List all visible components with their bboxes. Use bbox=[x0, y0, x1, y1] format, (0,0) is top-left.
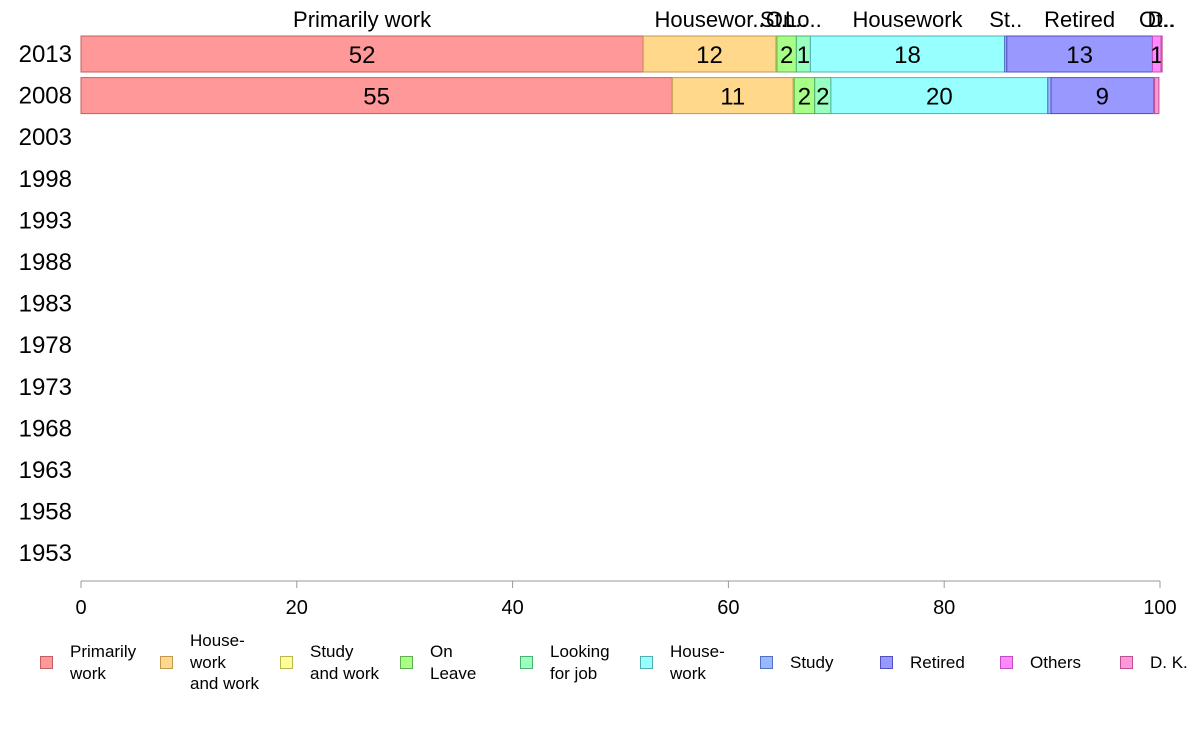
bar-2013-seg-0 bbox=[80, 35, 644, 73]
data-label-2013-5: 18 bbox=[894, 42, 921, 69]
legend-swatch bbox=[1000, 656, 1013, 669]
legend-swatch bbox=[760, 656, 773, 669]
top-label-2: St.. bbox=[760, 7, 793, 32]
top-label-9: D.. bbox=[1148, 7, 1176, 32]
category-label-1998: 1998 bbox=[19, 166, 72, 193]
legend-swatch bbox=[520, 656, 533, 669]
legend-swatch bbox=[880, 656, 893, 669]
x-tick-label-100: 100 bbox=[1143, 597, 1176, 619]
data-label-2013-3: 2 bbox=[780, 42, 793, 69]
bar-2013-seg-7 bbox=[1006, 35, 1153, 73]
data-label-2013-4: 1 bbox=[797, 42, 810, 69]
legend-item: Others bbox=[1000, 630, 1081, 674]
legend-swatch bbox=[1120, 656, 1133, 669]
top-label-0: Primarily work bbox=[293, 7, 432, 32]
legend-label: House- work and work bbox=[190, 631, 259, 693]
category-label-1958: 1958 bbox=[19, 499, 72, 526]
bar-2013-seg-1 bbox=[642, 35, 777, 73]
legend-item: Primarily work bbox=[40, 630, 136, 684]
data-label-2013-7: 13 bbox=[1066, 42, 1093, 69]
category-label-1978: 1978 bbox=[19, 332, 72, 359]
legend-swatch bbox=[40, 656, 53, 669]
legend-label: House- work bbox=[670, 642, 725, 683]
bar-2013-seg-5 bbox=[809, 35, 1006, 73]
category-label-2013: 2013 bbox=[19, 41, 72, 68]
top-label-5: Housework bbox=[852, 7, 963, 32]
x-tick-label-80: 80 bbox=[933, 597, 955, 619]
bar-2008-seg-5 bbox=[830, 77, 1049, 115]
bar-2013-seg-9 bbox=[1160, 35, 1163, 73]
top-label-7: Retired bbox=[1044, 7, 1115, 32]
legend-label: Others bbox=[1030, 653, 1082, 672]
legend-item: House- work bbox=[640, 630, 725, 684]
data-label-2013-1: 12 bbox=[696, 42, 723, 69]
chart-legend: Primarily work House- work and work Study … bbox=[0, 630, 1188, 710]
x-tick-label-40: 40 bbox=[501, 597, 523, 619]
legend-item: House- work and work bbox=[160, 630, 259, 695]
category-label-2003: 2003 bbox=[19, 124, 72, 151]
data-label-2013-0: 52 bbox=[349, 42, 376, 69]
legend-item: Looking for job bbox=[520, 630, 610, 684]
legend-label: D. K. bbox=[1150, 653, 1188, 672]
data-label-2013-8: 1 bbox=[1150, 42, 1163, 69]
top-label-1: Housewor.. bbox=[654, 7, 764, 32]
data-label-2008-5: 20 bbox=[926, 84, 953, 111]
legend-label: Primarily work bbox=[70, 642, 137, 683]
category-label-1993: 1993 bbox=[19, 207, 72, 234]
data-label-2008-0: 55 bbox=[363, 84, 390, 111]
legend-item: D. K. bbox=[1120, 630, 1188, 674]
legend-item: Study and work bbox=[280, 630, 379, 684]
category-label-1968: 1968 bbox=[19, 415, 72, 442]
legend-label: Looking for job bbox=[550, 642, 610, 683]
category-label-1963: 1963 bbox=[19, 457, 72, 484]
legend-item: Retired bbox=[880, 630, 965, 674]
data-label-2008-4: 2 bbox=[816, 84, 829, 111]
x-tick-label-20: 20 bbox=[286, 597, 308, 619]
data-label-2008-1: 11 bbox=[720, 84, 745, 111]
legend-swatch bbox=[400, 656, 413, 669]
legend-swatch bbox=[280, 656, 293, 669]
top-label-8: Ot.. bbox=[1139, 7, 1174, 32]
category-label-2008: 2008 bbox=[19, 83, 72, 110]
bar-2008-seg-7 bbox=[1050, 77, 1155, 115]
category-label-1953: 1953 bbox=[19, 540, 72, 567]
legend-label: Study and work bbox=[310, 642, 379, 683]
data-label-2008-7: 9 bbox=[1096, 84, 1109, 111]
legend-item: On Leave bbox=[400, 630, 476, 684]
legend-item: Study bbox=[760, 630, 833, 674]
top-label-3: On.. bbox=[766, 7, 808, 32]
category-label-1988: 1988 bbox=[19, 249, 72, 276]
legend-label: On Leave bbox=[430, 642, 477, 683]
legend-swatch bbox=[640, 656, 653, 669]
bar-2008-seg-9 bbox=[1154, 77, 1160, 115]
top-label-4: Lo.. bbox=[785, 7, 822, 32]
stacked-bar-chart: 2013200820031998199319881983197819731968… bbox=[19, 7, 1177, 619]
legend-swatch bbox=[160, 656, 173, 669]
legend-label: Retired bbox=[910, 653, 965, 672]
top-label-6: St.. bbox=[989, 7, 1022, 32]
category-label-1983: 1983 bbox=[19, 291, 72, 318]
data-label-2008-3: 2 bbox=[798, 84, 811, 111]
x-tick-label-60: 60 bbox=[717, 597, 739, 619]
x-tick-label-0: 0 bbox=[75, 597, 86, 619]
category-label-1973: 1973 bbox=[19, 374, 72, 401]
legend-label: Study bbox=[790, 653, 834, 672]
